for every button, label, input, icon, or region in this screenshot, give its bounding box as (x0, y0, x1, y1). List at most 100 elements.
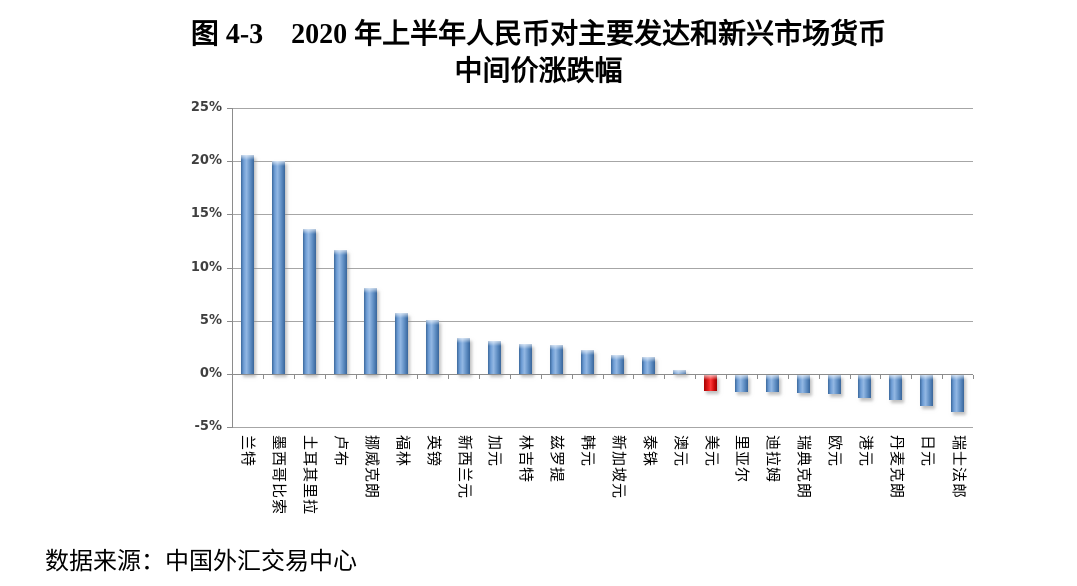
bar (611, 354, 625, 374)
bar (333, 250, 347, 374)
category-tick (232, 374, 233, 379)
y-axis-tick (227, 267, 232, 269)
category-tick (664, 374, 666, 379)
category-label-text: 丹麦克朗 (887, 435, 904, 500)
bar (426, 319, 440, 374)
bar (580, 350, 594, 374)
category-tick (602, 374, 604, 379)
category-tick (818, 374, 820, 379)
category-label-text: 港元 (856, 435, 873, 468)
bar-highlight-cap (642, 356, 656, 362)
category-tick (787, 374, 789, 379)
category-tick (571, 374, 573, 379)
gridline (232, 108, 973, 109)
bar-highlight-cap (827, 374, 841, 380)
y-tick-label: 0% (199, 365, 222, 381)
category-tick (756, 374, 758, 379)
bar-highlight-cap (271, 161, 285, 167)
gridline (232, 161, 973, 163)
chart-title-line2: 中间价涨跌幅 (454, 56, 623, 87)
bar-highlight-cap (796, 374, 810, 380)
category-tick (695, 374, 697, 379)
gridline (232, 267, 973, 269)
bar (796, 374, 810, 393)
category-tick (355, 374, 357, 379)
y-axis-tick (227, 161, 232, 163)
bar (827, 374, 841, 394)
y-axis-tick (227, 108, 232, 109)
bar-highlight-cap (765, 374, 779, 380)
bar (920, 374, 934, 406)
category-tick (726, 374, 727, 379)
bar-highlight-cap (734, 374, 748, 380)
bar (487, 340, 501, 374)
bar-highlight-cap (240, 154, 254, 160)
category-tick (479, 374, 480, 379)
bar (734, 374, 748, 392)
y-axis-tick (227, 373, 232, 375)
category-label-text: 迪拉姆 (764, 435, 781, 484)
bar-highlight-cap (364, 287, 378, 293)
category-tick (386, 374, 388, 379)
category-tick (942, 374, 944, 379)
gridline (232, 320, 973, 322)
bar (951, 374, 965, 413)
bar (673, 369, 687, 375)
bar (302, 229, 316, 374)
category-tick (262, 374, 264, 379)
bar (271, 161, 285, 374)
y-tick-label: -5% (194, 419, 222, 434)
y-tick-label: 5% (199, 312, 222, 328)
bar (518, 344, 532, 374)
category-label-text: 日元 (918, 435, 935, 468)
bar-highlight-cap (611, 354, 625, 360)
category-label-text: 欧元 (826, 435, 843, 468)
y-axis-line (232, 108, 233, 428)
bar (457, 337, 471, 374)
chart-title-line1: 图 4-3 2020 年上半年人民币对主要发达和新兴市场货币 (190, 19, 887, 50)
category-tick (911, 374, 913, 379)
category-tick (293, 374, 295, 379)
category-label-text: 美元 (702, 435, 719, 468)
category-label-text: 兹罗提 (548, 435, 565, 484)
bar-highlight-cap (487, 340, 501, 346)
category-tick (448, 374, 450, 379)
category-label-text: 林吉特 (517, 435, 534, 484)
bar (395, 313, 409, 374)
bar-highlight-cap (457, 337, 471, 343)
category-label-text: 新加坡元 (609, 435, 626, 500)
category-label-text: 墨西哥比索 (270, 435, 287, 516)
category-label-text: 兰特 (239, 435, 256, 468)
bar-highlight-cap (920, 374, 934, 380)
category-label-text: 福林 (393, 435, 410, 468)
category-tick (849, 374, 851, 379)
bar (642, 356, 656, 374)
category-tick (633, 374, 635, 379)
y-tick-label: 25% (190, 100, 222, 115)
bar (889, 374, 903, 401)
category-label-text: 澳元 (671, 435, 688, 468)
bar-highlight-cap (302, 229, 316, 235)
y-axis-tick (227, 214, 232, 216)
bar-highlight-cap (704, 374, 718, 380)
category-label-text: 土耳其里拉 (301, 435, 318, 516)
bar (240, 154, 254, 374)
y-tick-label: 15% (190, 206, 222, 222)
bar (549, 345, 563, 374)
category-tick (509, 374, 511, 379)
category-tick (880, 374, 882, 379)
gridline (232, 427, 973, 428)
y-axis-tick (227, 320, 232, 322)
category-label-text: 瑞士法郎 (949, 435, 966, 500)
y-axis-tick (227, 427, 232, 428)
category-tick (417, 374, 419, 379)
bar-highlight-cap (673, 369, 687, 375)
category-label-text: 卢布 (332, 435, 349, 468)
category-label-text: 加元 (486, 435, 503, 468)
category-label-text: 英镑 (424, 435, 441, 468)
bar-highlight-cap (580, 350, 594, 356)
category-label-text: 韩元 (579, 435, 596, 468)
category-tick (973, 374, 974, 379)
